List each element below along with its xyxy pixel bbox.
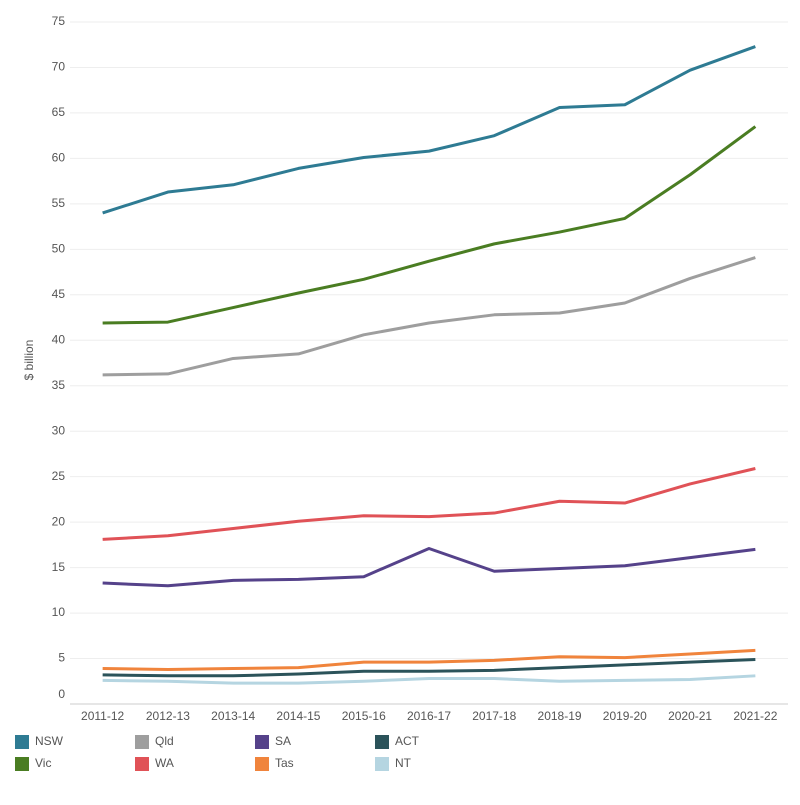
y-tick-label: 0 — [58, 687, 65, 701]
x-tick-label: 2017-18 — [472, 709, 516, 723]
y-tick-label: 45 — [52, 287, 66, 301]
y-tick-label: 5 — [58, 651, 65, 665]
y-tick-label: 25 — [52, 469, 66, 483]
x-tick-label: 2012-13 — [146, 709, 190, 723]
series-line — [102, 657, 756, 678]
series-line — [102, 256, 756, 377]
x-tick-label: 2014-15 — [276, 709, 320, 723]
legend-swatch — [15, 735, 29, 749]
legend-label: ACT — [395, 734, 420, 748]
y-tick-label: 35 — [52, 378, 66, 392]
legend-label: NSW — [35, 734, 64, 748]
y-tick-label: 50 — [52, 242, 66, 256]
series-line — [102, 547, 756, 588]
legend-label: SA — [275, 734, 291, 748]
series-line — [102, 467, 756, 541]
x-tick-label: 2021-22 — [733, 709, 777, 723]
legend-swatch — [375, 735, 389, 749]
legend-swatch — [15, 757, 29, 771]
y-tick-label: 65 — [52, 105, 66, 119]
legend-label: NT — [395, 756, 412, 770]
legend-label: Vic — [35, 756, 51, 770]
legend-swatch — [255, 735, 269, 749]
legend-swatch — [135, 735, 149, 749]
series-line — [102, 674, 756, 685]
series-line — [102, 45, 756, 215]
legend-swatch — [375, 757, 389, 771]
y-tick-label: 20 — [52, 514, 66, 528]
legend-label: Qld — [155, 734, 174, 748]
legend-label: Tas — [275, 756, 294, 770]
y-tick-label: 30 — [52, 423, 66, 437]
y-tick-label: 10 — [52, 605, 66, 619]
y-tick-label: 75 — [52, 14, 66, 28]
legend-swatch — [135, 757, 149, 771]
x-tick-label: 2019-20 — [603, 709, 647, 723]
y-tick-label: 55 — [52, 196, 66, 210]
legend-label: WA — [155, 756, 174, 770]
y-tick-label: 40 — [52, 332, 66, 346]
legend-swatch — [255, 757, 269, 771]
y-axis-label: $ billion — [22, 340, 36, 381]
x-tick-label: 2016-17 — [407, 709, 451, 723]
x-tick-label: 2011-12 — [81, 709, 124, 723]
x-tick-label: 2015-16 — [342, 709, 386, 723]
series-line — [102, 125, 757, 325]
x-tick-label: 2018-19 — [538, 709, 582, 723]
y-tick-label: 70 — [52, 60, 66, 74]
series-line — [102, 648, 756, 671]
x-tick-label: 2020-21 — [668, 709, 712, 723]
y-tick-label: 60 — [52, 151, 66, 165]
x-tick-label: 2013-14 — [211, 709, 255, 723]
y-tick-label: 15 — [52, 560, 66, 574]
